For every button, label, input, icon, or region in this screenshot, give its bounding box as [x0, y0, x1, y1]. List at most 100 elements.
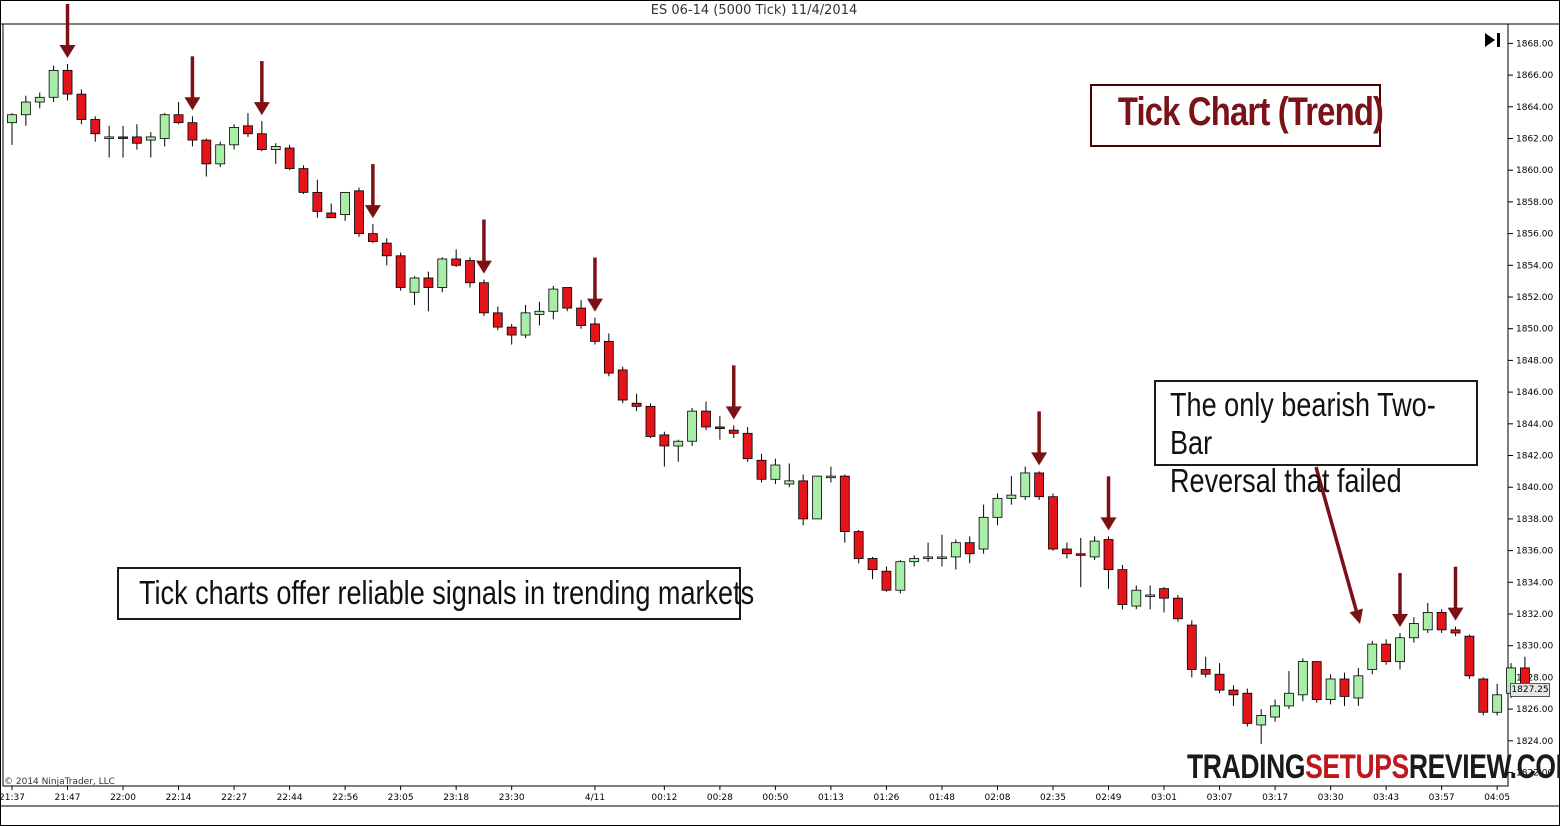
candle-down	[1159, 588, 1169, 599]
candle-down	[284, 147, 295, 170]
x-tick-label: 23:18	[443, 793, 469, 803]
candle-up	[1131, 589, 1142, 607]
signal-arrow-head	[475, 260, 492, 274]
candle-up	[1353, 675, 1364, 699]
candle-up	[340, 191, 351, 215]
candle-down	[1075, 553, 1086, 556]
y-tick-label: 1858.00	[1516, 198, 1553, 208]
x-tick-label: 02:49	[1096, 793, 1122, 803]
trend-note-text: Tick charts offer reliable signals in tr…	[139, 574, 755, 611]
x-tick-label: 02:35	[1040, 793, 1066, 803]
y-tick-label: 1846.00	[1516, 388, 1553, 398]
candle-down	[631, 402, 642, 407]
candle-down	[1061, 548, 1072, 555]
candle-up	[1492, 694, 1503, 713]
x-tick-label: 22:14	[166, 793, 192, 803]
candle-down	[1450, 629, 1461, 634]
candle-up	[409, 277, 420, 293]
candle-up	[229, 127, 239, 146]
candle-down	[1200, 669, 1211, 675]
candle-down	[701, 410, 711, 428]
x-tick-label: 00:50	[762, 793, 788, 803]
candle-down	[506, 326, 517, 336]
x-tick-label: 21:47	[55, 793, 81, 803]
x-tick-label: 03:07	[1207, 793, 1233, 803]
y-tick-label: 1840.00	[1516, 483, 1553, 493]
watermark-part-c: REVIEW.COM	[1408, 748, 1560, 786]
candle-down	[1464, 635, 1475, 677]
candle-down	[1311, 661, 1322, 700]
candle-up	[1408, 623, 1419, 639]
chart-title: ES 06-14 (5000 Tick) 11/4/2014	[650, 3, 858, 18]
candle-up	[978, 516, 989, 550]
watermark-part-a: TRADING	[1187, 748, 1306, 786]
x-tick-label: 03:17	[1262, 793, 1288, 803]
failed-reversal-line1: The only bearish Two-Bar	[1170, 386, 1436, 461]
candle-down	[451, 258, 462, 266]
candle-up	[34, 96, 45, 103]
candle-up	[534, 310, 545, 315]
candle-down	[76, 93, 87, 120]
candle-up	[923, 556, 933, 559]
candle-down	[118, 136, 128, 139]
candle-down	[1436, 612, 1447, 631]
y-tick-label: 1860.00	[1516, 166, 1553, 176]
candle-down	[187, 122, 198, 141]
candle-up	[673, 440, 684, 447]
candle-down	[853, 531, 864, 559]
go-to-end-icon[interactable]	[1483, 32, 1503, 48]
candle-down	[1034, 472, 1045, 498]
candle-down	[1381, 643, 1392, 662]
candle-up	[909, 558, 920, 563]
y-tick-label: 1844.00	[1516, 420, 1553, 430]
candle-up	[950, 542, 961, 558]
candle-up	[784, 480, 795, 485]
candle-up	[1256, 715, 1267, 726]
x-tick-label: 22:44	[277, 793, 303, 803]
candle-down	[1242, 692, 1253, 724]
candle-down	[562, 287, 573, 309]
candle-up	[1325, 678, 1336, 700]
candle-down	[839, 475, 850, 532]
x-tick-label: 03:43	[1373, 793, 1399, 803]
watermark-part-b: SETUPS	[1305, 748, 1409, 786]
failed-reversal-callout-arrow	[1314, 466, 1363, 624]
candle-up	[826, 475, 836, 479]
y-tick-label: 1836.00	[1516, 547, 1553, 557]
price-axis[interactable]: 1822.00 1824.00 1826.00 1828.00 1830.00 1832.…	[1508, 39, 1553, 779]
y-tick-label: 1852.00	[1516, 293, 1553, 303]
y-tick-label: 1856.00	[1516, 230, 1553, 240]
candle-series	[7, 64, 1530, 744]
candle-up	[1395, 637, 1405, 662]
candle-up	[687, 410, 698, 442]
last-price-marker: 1827.25	[1510, 683, 1550, 697]
candle-down	[423, 277, 434, 288]
candle-down	[798, 480, 809, 520]
y-tick-label: 1824.00	[1516, 737, 1553, 747]
copyright-text: © 2014 NinjaTrader, LLC	[4, 777, 115, 787]
candle-down	[964, 542, 975, 555]
signal-arrow-head	[1100, 517, 1117, 531]
signal-arrow-head	[1447, 607, 1464, 621]
candle-down	[132, 136, 142, 144]
candle-up	[812, 475, 822, 520]
candle-down	[1214, 673, 1225, 691]
candle-up	[1270, 705, 1280, 718]
y-tick-label: 1832.00	[1516, 610, 1553, 620]
candle-down	[1186, 624, 1197, 670]
candle-down	[298, 168, 309, 193]
candle-up	[48, 69, 59, 98]
candle-up	[437, 258, 448, 288]
candle-down	[1173, 597, 1183, 620]
failed-reversal-line2: Reversal that failed	[1170, 462, 1402, 499]
x-tick-label: 00:28	[707, 793, 733, 803]
candle-up	[159, 114, 170, 139]
candle-down	[1478, 678, 1489, 713]
time-axis[interactable]: 21:37 21:47 22:00 22:14 22:27 22:44 22:56 23:05…	[0, 786, 1510, 803]
callout-arrow-head	[1349, 608, 1363, 624]
candle-down	[367, 233, 378, 242]
failed-reversal-annotation: The only bearish Two-Bar Reversal that fa…	[1154, 380, 1478, 499]
candle-down	[603, 340, 614, 374]
signal-arrow-head	[364, 205, 381, 219]
